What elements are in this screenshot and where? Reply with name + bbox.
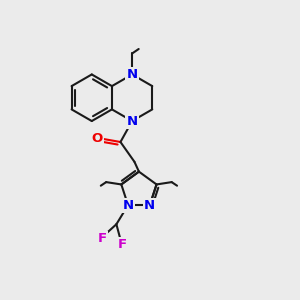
Text: O: O (92, 132, 103, 145)
Text: N: N (122, 199, 134, 212)
Text: N: N (144, 199, 155, 212)
Text: N: N (127, 115, 138, 128)
Text: F: F (98, 232, 107, 245)
Text: N: N (127, 68, 138, 81)
Text: F: F (118, 238, 127, 251)
